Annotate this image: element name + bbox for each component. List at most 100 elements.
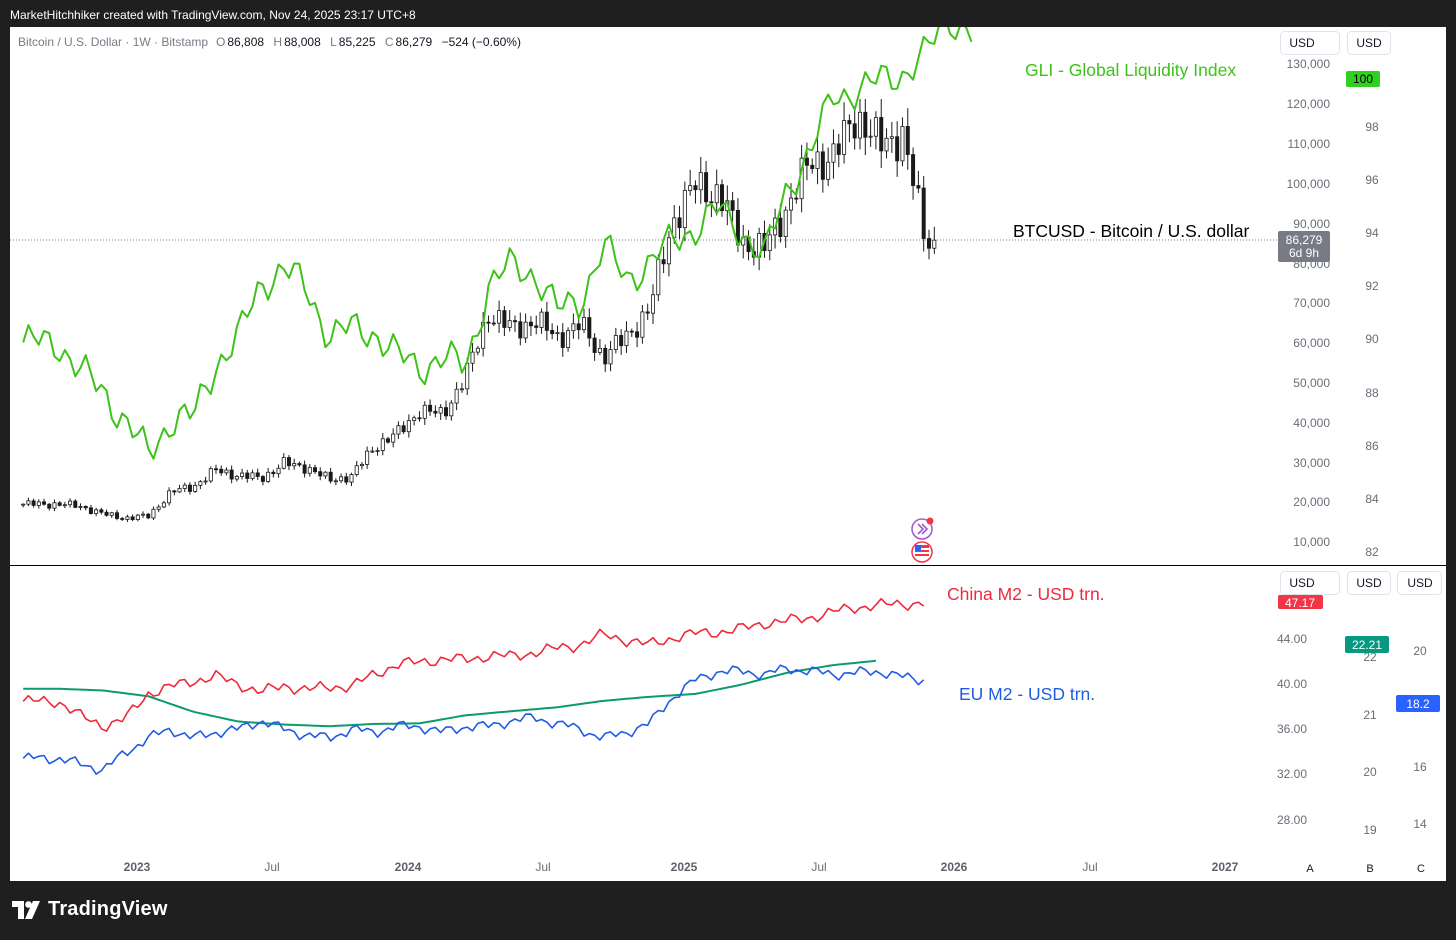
btc-candle-down xyxy=(709,201,714,204)
btc-candle-up xyxy=(539,311,544,328)
low-label: L xyxy=(330,35,337,49)
btc-candle-up xyxy=(571,323,576,332)
btc-candle-up xyxy=(125,516,130,520)
btc-candle-down xyxy=(42,501,47,505)
btc-candle-down xyxy=(820,151,825,180)
btc-candle-up xyxy=(497,310,502,324)
btc-axis-tick: 30,000 xyxy=(1293,456,1330,470)
low-value: 85,225 xyxy=(339,35,376,49)
btc-candle-down xyxy=(297,463,302,466)
btc-annotation: BTCUSD - Bitcoin / U.S. dollar xyxy=(1013,221,1249,241)
btc-candle-up xyxy=(167,490,172,504)
btc-candle-up xyxy=(370,450,375,453)
gli-annotation: GLI - Global Liquidity Index xyxy=(1025,60,1236,80)
btc-candle-down xyxy=(428,404,433,412)
eu-axis-tick: 14 xyxy=(1413,817,1427,831)
svg-text:USD: USD xyxy=(1289,36,1315,50)
currency-button[interactable]: USD xyxy=(1347,31,1391,55)
btc-candle-down xyxy=(592,337,597,353)
eu-m2-line xyxy=(22,664,925,775)
tradingview-wordmark: TradingView xyxy=(48,898,168,920)
btc-axis-tick: 120,000 xyxy=(1287,97,1331,111)
btc-candle-up xyxy=(608,349,613,365)
ideas-icon[interactable] xyxy=(911,517,934,540)
currency-button[interactable]: USD xyxy=(1397,571,1442,595)
china-m2-badge: 47.17 xyxy=(1278,595,1323,610)
svg-text:USD: USD xyxy=(1356,576,1382,590)
btc-axis-tick: 70,000 xyxy=(1293,296,1330,310)
btc-candle-up xyxy=(783,209,788,237)
btc-candle-down xyxy=(693,185,698,191)
symbol-description: Bitcoin / U.S. Dollar · 1W · Bitstamp xyxy=(18,35,208,49)
btc-candle-up xyxy=(465,362,470,390)
china-axis-tick: 32.00 xyxy=(1277,767,1307,781)
tradingview-logo[interactable]: TradingView xyxy=(12,898,168,921)
btc-candle-down xyxy=(187,484,192,492)
svg-text:USD: USD xyxy=(1289,576,1315,590)
gli-lower-badge: 22.21 xyxy=(1345,636,1389,653)
btc-candle-down xyxy=(927,238,932,249)
btc-candle-down xyxy=(677,217,682,229)
gli-axis-tick: 96 xyxy=(1365,173,1379,187)
btc-candle-up xyxy=(900,126,905,162)
btc-candle-up xyxy=(438,407,443,414)
scale-button-b[interactable]: B xyxy=(1366,863,1373,875)
gli-lower-axis-tick: 21 xyxy=(1363,708,1377,722)
currency-button[interactable]: USD xyxy=(1280,571,1340,595)
btc-candle-up xyxy=(826,161,831,180)
btc-candle-down xyxy=(83,506,88,509)
btc-candle-up xyxy=(555,332,560,335)
btc-candle-down xyxy=(804,157,809,166)
btc-candle-down xyxy=(852,123,857,139)
btc-candle-down xyxy=(730,200,735,211)
btc-candle-down xyxy=(214,468,219,471)
btc-candle-down xyxy=(172,490,177,493)
btc-candle-down xyxy=(895,136,900,162)
btc-candle-up xyxy=(454,388,459,404)
btc-axis-tick: 10,000 xyxy=(1293,535,1330,549)
svg-text:47.17: 47.17 xyxy=(1285,596,1315,610)
btc-candle-up xyxy=(391,433,396,443)
btc-candle-up xyxy=(597,347,602,353)
svg-text:18.2: 18.2 xyxy=(1406,697,1430,711)
close-label: C xyxy=(385,35,394,49)
btc-candle-down xyxy=(286,457,291,467)
eu-axis-tick: 20 xyxy=(1413,644,1427,658)
btc-candle-down xyxy=(271,471,276,475)
btc-candle-down xyxy=(794,197,799,200)
btc-candle-up xyxy=(141,513,146,516)
btc-candle-up xyxy=(470,351,475,364)
currency-button[interactable]: USD xyxy=(1280,31,1340,55)
btc-candle-up xyxy=(52,502,57,509)
btc-axis-tick: 130,000 xyxy=(1287,57,1331,71)
btc-candle-up xyxy=(624,330,629,347)
gli-axis-tick: 92 xyxy=(1365,279,1379,293)
btc-candle-up xyxy=(459,388,464,391)
btc-candle-down xyxy=(433,410,438,414)
btc-candle-down xyxy=(130,516,135,520)
scale-button-c[interactable]: C xyxy=(1417,863,1425,875)
btc-candle-up xyxy=(224,469,229,474)
gli-axis-tick: 86 xyxy=(1365,439,1379,453)
svg-text:6d 9h: 6d 9h xyxy=(1289,246,1319,260)
btc-candle-down xyxy=(921,187,926,239)
btc-candle-down xyxy=(73,500,78,508)
btc-candle-up xyxy=(789,197,794,211)
btc-candle-up xyxy=(365,450,370,465)
btc-candle-up xyxy=(193,484,198,492)
us-flag-icon[interactable] xyxy=(911,541,933,563)
btc-candle-up xyxy=(613,335,618,350)
btc-candle-up xyxy=(156,506,161,510)
scale-button-a[interactable]: A xyxy=(1306,863,1314,875)
btc-candle-down xyxy=(318,471,323,477)
btc-candle-up xyxy=(873,117,878,137)
btc-candle-up xyxy=(682,190,687,229)
btc-candle-up xyxy=(406,420,411,433)
btc-candle-down xyxy=(704,172,709,203)
btc-candle-down xyxy=(486,321,491,324)
currency-button[interactable]: USD xyxy=(1347,571,1391,595)
btc-candle-up xyxy=(884,137,889,152)
chart-credit: MarketHitchhiker created with TradingVie… xyxy=(10,8,416,22)
